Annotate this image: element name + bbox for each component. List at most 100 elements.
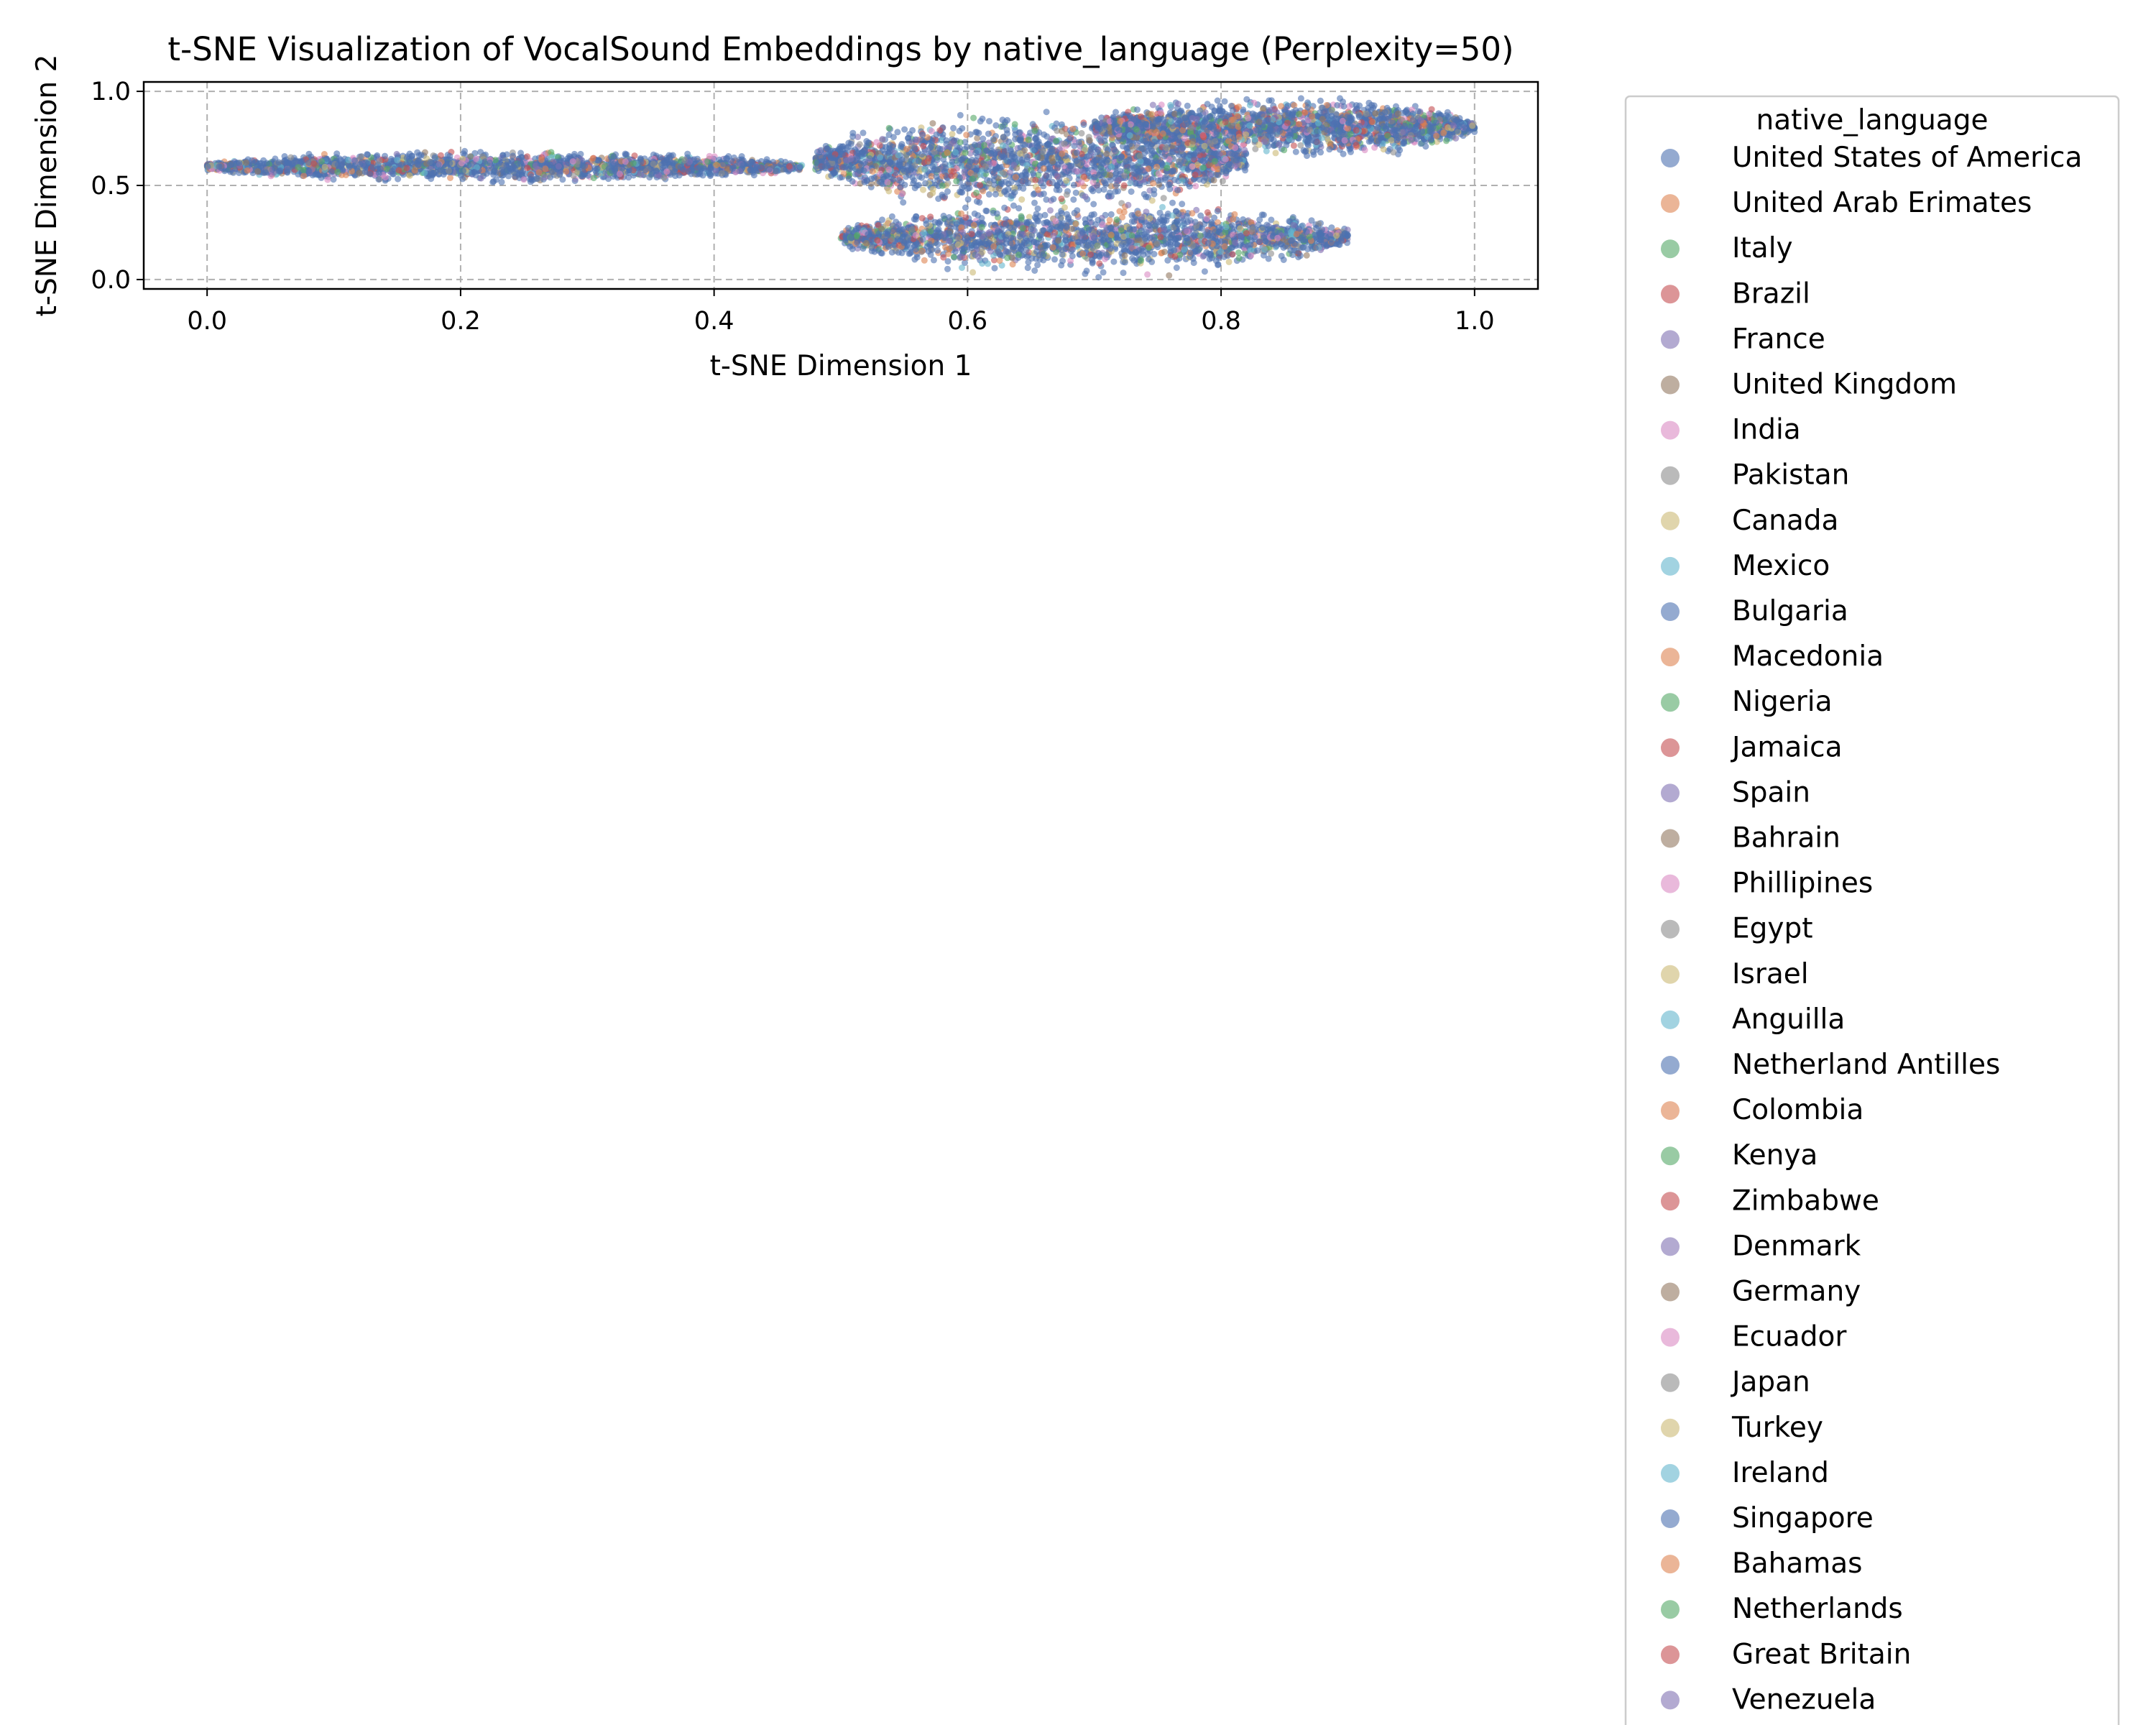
scatter-point (342, 172, 349, 178)
scatter-point (973, 189, 980, 196)
scatter-point (1160, 195, 1167, 202)
scatter-point (950, 168, 957, 175)
scatter-point (901, 126, 908, 133)
scatter-point (284, 159, 291, 166)
scatter-point (712, 167, 719, 174)
scatter-point (885, 166, 893, 173)
scatter-point (1034, 154, 1041, 161)
scatter-point (1095, 274, 1102, 281)
scatter-point (1090, 144, 1097, 151)
scatter-point (204, 163, 211, 170)
scatter-point (1097, 163, 1105, 170)
scatter-point (571, 178, 579, 185)
scatter-point (388, 167, 395, 175)
scatter-point (1123, 162, 1130, 170)
scatter-point (1008, 152, 1015, 160)
scatter-point (903, 145, 911, 152)
scatter-point (1103, 159, 1110, 166)
scatter-point (900, 199, 907, 206)
scatter-point (589, 155, 596, 162)
scatter-point (922, 180, 929, 187)
scatter-point (1070, 196, 1077, 203)
scatter-point (1040, 165, 1047, 172)
scatter-point (1073, 157, 1080, 165)
scatter-point (1018, 196, 1026, 203)
scatter-point (895, 152, 902, 159)
scatter-point (642, 167, 649, 174)
scatter-point (254, 168, 262, 175)
scatter-point (1166, 185, 1174, 193)
scatter-point (939, 191, 946, 198)
scatter-point (1072, 189, 1079, 196)
scatter-point (490, 168, 497, 175)
scatter-point (1199, 157, 1207, 165)
scatter-point (524, 165, 531, 172)
scatter-point (920, 142, 927, 150)
scatter-point (1166, 272, 1173, 279)
scatter-point (579, 168, 586, 175)
scatter-point (1108, 163, 1115, 170)
scatter-point (897, 183, 904, 190)
scatter-point (718, 170, 725, 177)
scatter-point (694, 171, 701, 178)
scatter-point (1003, 190, 1010, 198)
scatter-point (707, 166, 714, 173)
scatter-point (1004, 116, 1011, 124)
scatter-point (446, 167, 452, 175)
scatter-point (992, 122, 1000, 129)
scatter-point (548, 149, 555, 156)
scatter-point (1041, 131, 1048, 138)
scatter-point (911, 185, 918, 192)
scatter-point (957, 111, 964, 119)
scatter-point (679, 166, 686, 173)
scatter-point (956, 127, 963, 134)
scatter-point (1151, 190, 1158, 198)
scatter-point (376, 157, 383, 165)
scatter-point (660, 159, 668, 166)
scatter-point (1095, 187, 1102, 194)
scatter-point (845, 139, 852, 147)
scatter-point (996, 165, 1003, 171)
scatter-point (283, 168, 290, 175)
scatter-point (1017, 134, 1024, 142)
scatter-point (608, 167, 615, 174)
scatter-point (862, 146, 869, 153)
scatter-point (944, 150, 951, 156)
scatter-point (367, 170, 374, 178)
scatter-point (1148, 147, 1156, 155)
scatter-point (863, 178, 870, 185)
scatter-point (894, 129, 901, 136)
scatter-point (1127, 180, 1134, 186)
scatter-point (477, 175, 484, 182)
scatter-point (1063, 177, 1070, 184)
scatter-point (964, 185, 971, 192)
scatter-point (263, 160, 270, 167)
scatter-point (992, 190, 999, 198)
scatter-point (843, 157, 850, 164)
scatter-point (542, 165, 549, 172)
scatter-point (569, 158, 576, 165)
scatter-point (1174, 187, 1181, 194)
scatter-point (1089, 188, 1097, 195)
scatter-point (885, 188, 893, 195)
scatter-point (942, 165, 949, 172)
scatter-point (1035, 186, 1042, 193)
scatter-point (1032, 135, 1038, 142)
scatter-point (1059, 150, 1066, 157)
scatter-point (1067, 162, 1074, 170)
scatter-point (292, 158, 300, 165)
scatter-point (1005, 180, 1012, 188)
scatter-point (515, 155, 522, 162)
scatter-point (1061, 140, 1068, 147)
scatter-points (203, 95, 1478, 281)
scatter-point (1225, 258, 1233, 265)
scatter-point (660, 174, 668, 181)
scatter-point (1059, 257, 1066, 264)
scatter-point (330, 176, 337, 183)
scatter-point (421, 170, 428, 176)
scatter-point (853, 150, 860, 157)
scatter-point (899, 190, 906, 198)
scatter-point (461, 147, 469, 155)
scatter-point (796, 164, 803, 171)
